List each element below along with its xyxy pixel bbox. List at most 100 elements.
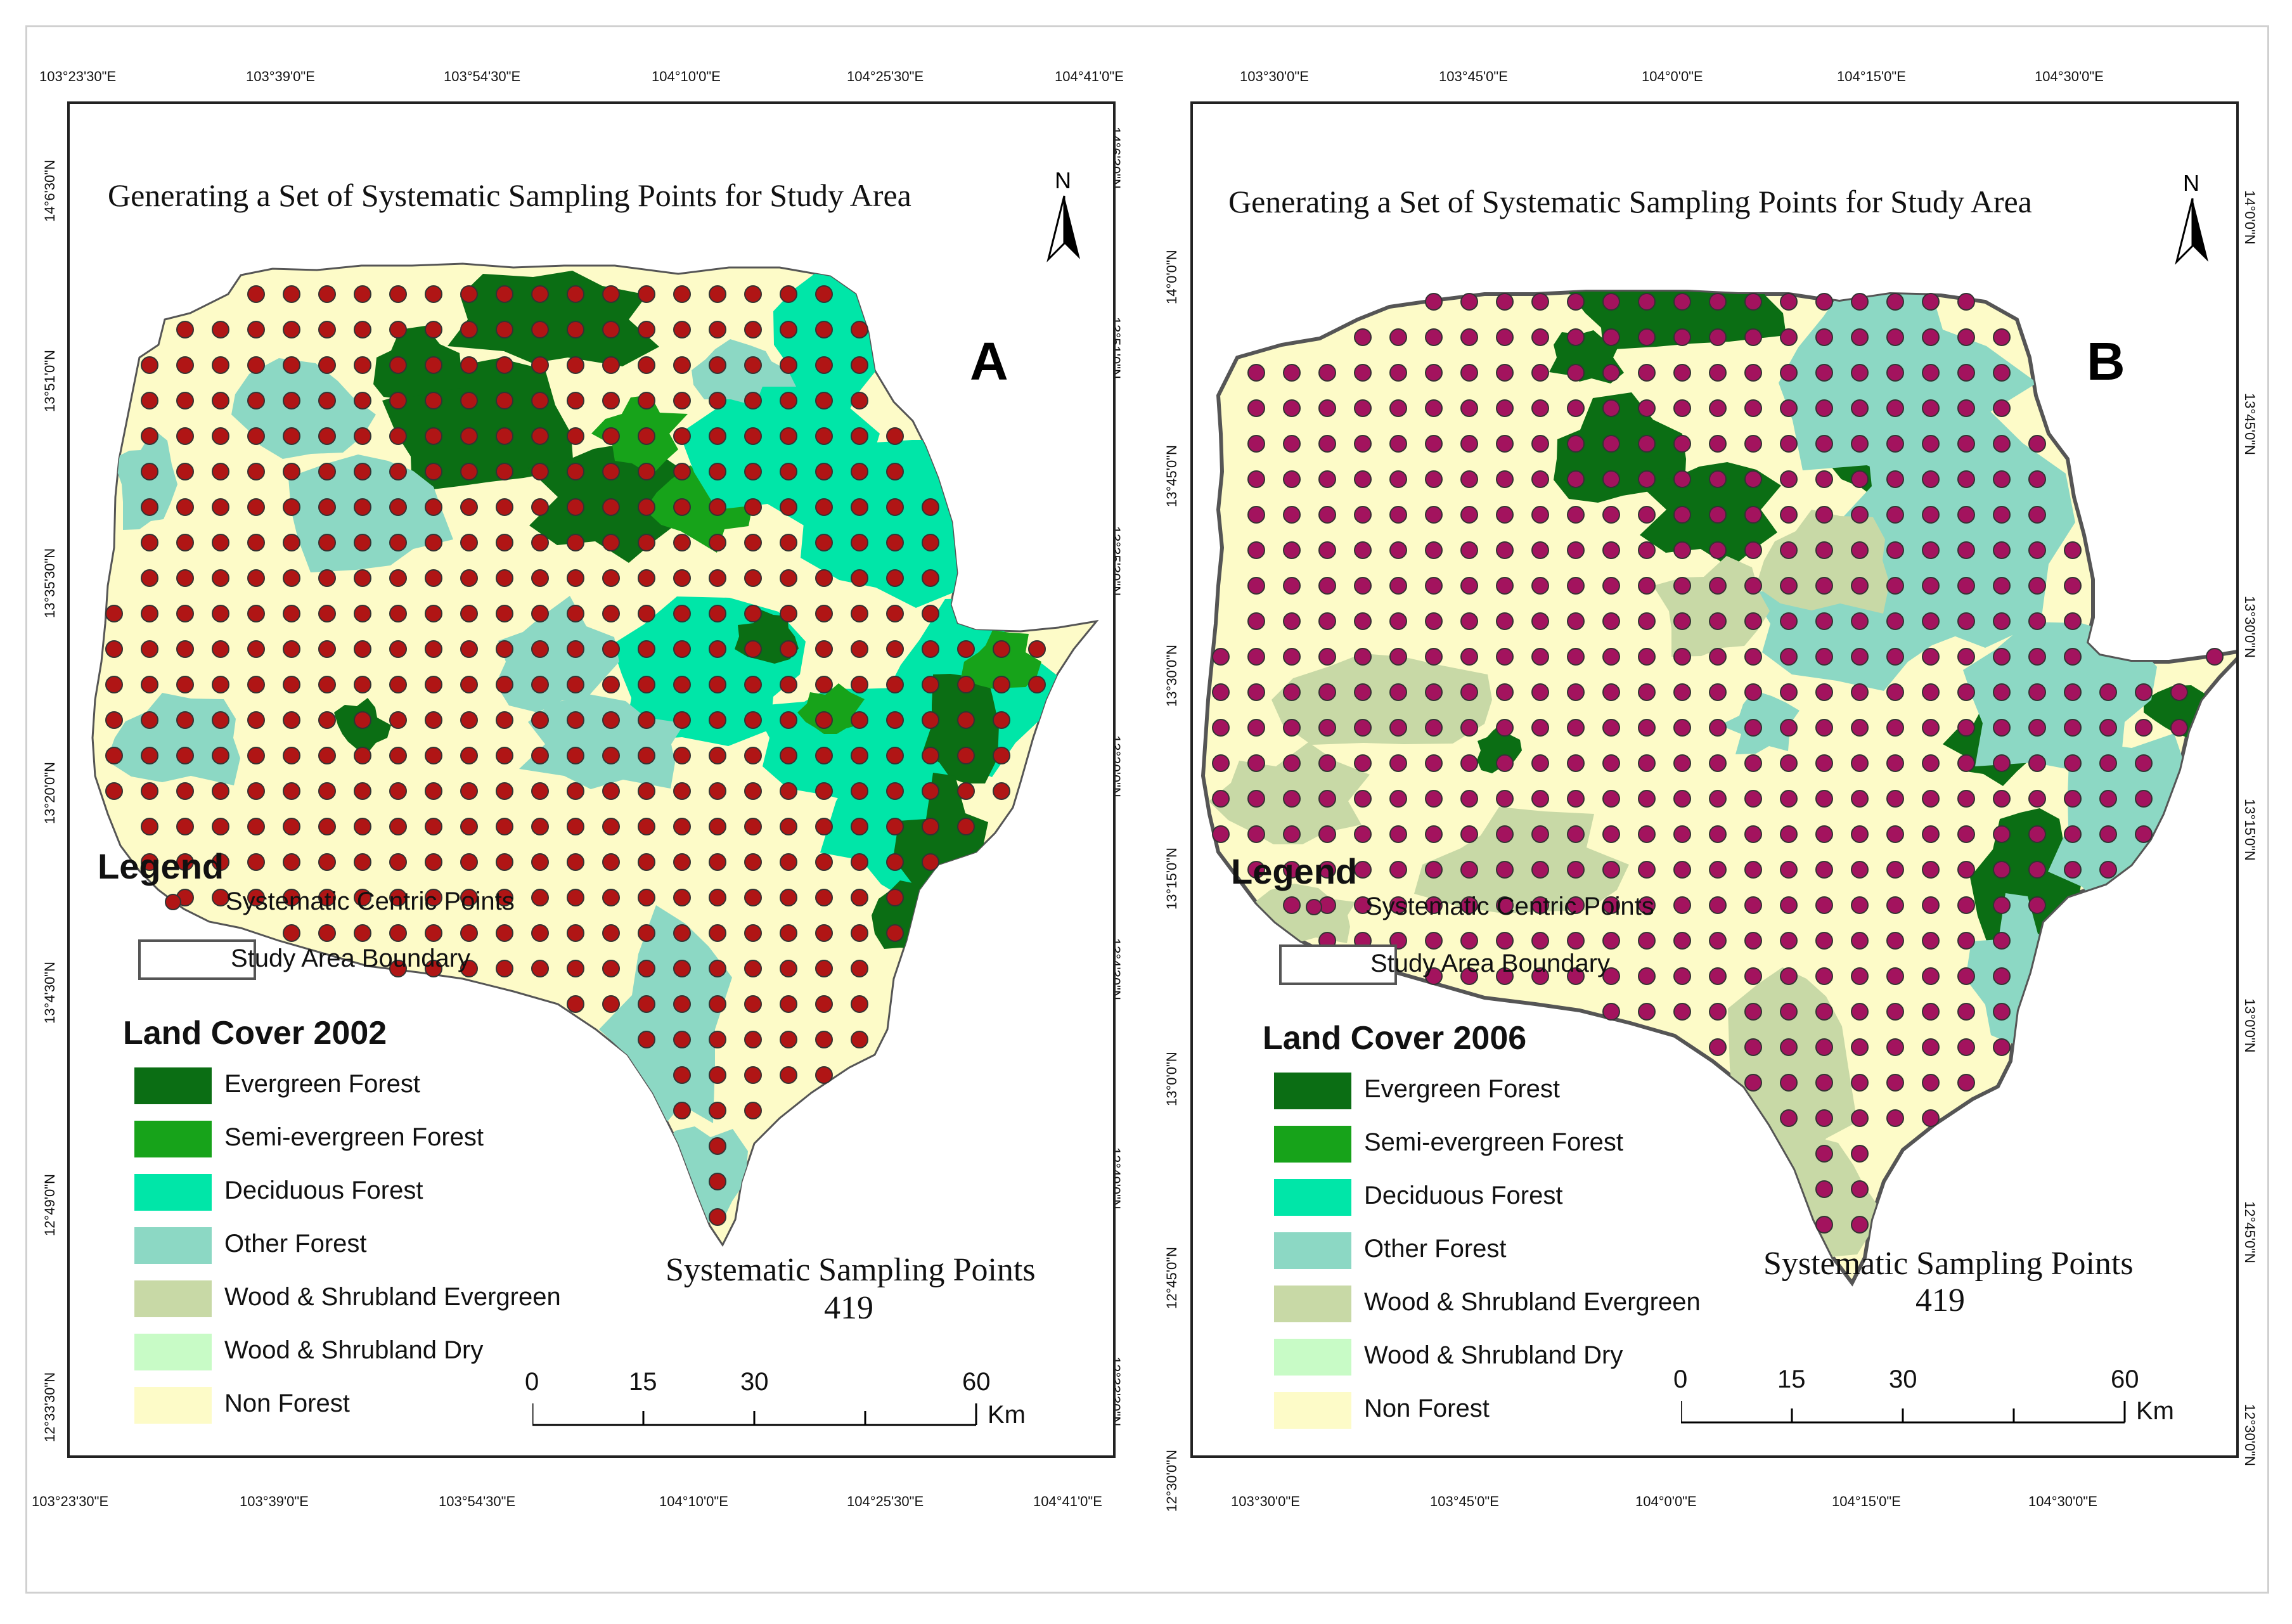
land-cover-patch xyxy=(231,358,376,459)
sampling-point xyxy=(141,747,158,764)
sampling-point xyxy=(283,782,300,800)
sampling-point xyxy=(567,356,584,374)
sampling-point xyxy=(602,356,620,374)
sampling-point xyxy=(2028,541,2046,559)
land-cover-patch xyxy=(801,440,979,608)
top-coord-label: 104°10'0"E xyxy=(652,68,721,84)
sampling-point xyxy=(602,960,620,977)
sampling-point xyxy=(851,782,868,800)
sampling-point xyxy=(1815,399,1833,417)
sampling-point xyxy=(815,1031,833,1048)
land-cover-patch xyxy=(692,339,796,406)
sampling-point xyxy=(1602,648,1620,666)
sampling-point xyxy=(1425,648,1443,666)
sampling-point xyxy=(780,1031,797,1048)
sampling-point xyxy=(744,782,762,800)
sampling-point xyxy=(1780,932,1798,950)
sampling-point xyxy=(176,640,194,658)
sampling-point xyxy=(496,569,513,587)
sampling-point xyxy=(212,818,229,835)
sampling-point xyxy=(460,427,478,445)
sampling-point xyxy=(1957,541,1975,559)
sampling-point xyxy=(1247,683,1265,701)
sampling-point xyxy=(567,321,584,338)
sampling-point xyxy=(1567,612,1585,630)
sampling-point xyxy=(1425,932,1443,950)
legend-class-label: Evergreen Forest xyxy=(1364,1075,1561,1103)
sampling-point xyxy=(1957,719,1975,737)
sampling-point xyxy=(1354,896,1372,914)
sampling-point xyxy=(744,321,762,338)
sampling-point xyxy=(567,889,584,906)
sampling-point xyxy=(638,676,655,693)
sampling-point xyxy=(709,1066,726,1084)
sampling-point xyxy=(496,498,513,516)
sampling-point xyxy=(1496,506,1514,524)
sampling-point xyxy=(1744,683,1762,701)
sampling-point xyxy=(354,463,371,480)
sampling-point xyxy=(425,427,442,445)
sampling-point xyxy=(496,534,513,551)
sampling-point xyxy=(567,995,584,1013)
sampling-point xyxy=(247,853,265,871)
sampling-point xyxy=(638,889,655,906)
sampling-point xyxy=(105,640,123,658)
left-coord-label: 13°51'0"N xyxy=(42,350,58,412)
sampling-point xyxy=(744,747,762,764)
sampling-point xyxy=(1886,896,1904,914)
sampling-point xyxy=(460,605,478,622)
legend-class-label: Semi-evergreen Forest xyxy=(1364,1128,1624,1156)
sampling-point xyxy=(1780,1038,1798,1056)
sampling-point xyxy=(567,569,584,587)
sampling-point xyxy=(1283,577,1301,595)
sampling-point xyxy=(1815,435,1833,453)
sampling-point xyxy=(851,427,868,445)
sampling-point xyxy=(1957,328,1975,346)
sampling-point xyxy=(389,427,407,445)
sampling-point xyxy=(1567,967,1585,985)
sampling-point xyxy=(389,356,407,374)
sampling-point xyxy=(1993,648,2011,666)
sampling-point xyxy=(2170,683,2188,701)
sampling-point xyxy=(815,889,833,906)
sampling-point xyxy=(922,534,939,551)
sampling-point xyxy=(389,747,407,764)
sampling-point xyxy=(1425,399,1443,417)
swatch-wood-shrubland-dry xyxy=(134,1334,212,1370)
sampling-point xyxy=(105,676,123,693)
sampling-point xyxy=(1957,364,1975,382)
sampling-point xyxy=(389,569,407,587)
sampling-point xyxy=(709,356,726,374)
sampling-point xyxy=(1496,399,1514,417)
sampling-point xyxy=(780,569,797,587)
top-coord-label: 104°25'30"E xyxy=(847,68,924,84)
sampling-point xyxy=(780,853,797,871)
sampling-point xyxy=(1709,1003,1727,1021)
sampling-point xyxy=(460,782,478,800)
sampling-point xyxy=(1673,364,1691,382)
sampling-point xyxy=(1283,364,1301,382)
sampling-point xyxy=(176,569,194,587)
sampling-point xyxy=(1318,506,1336,524)
sampling-point xyxy=(105,605,123,622)
bottom-coord-label: 103°23'30"E xyxy=(32,1493,109,1509)
sampling-point xyxy=(1744,1038,1762,1056)
sampling-point xyxy=(354,782,371,800)
swatch-evergreen-forest xyxy=(134,1067,212,1104)
legend-class-label: Semi-evergreen Forest xyxy=(224,1123,484,1151)
sampling-point xyxy=(1531,719,1549,737)
sampling-point xyxy=(176,498,194,516)
sampling-point xyxy=(1028,676,1046,693)
sampling-point xyxy=(1460,648,1478,666)
sampling-point xyxy=(531,392,549,409)
sampling-point xyxy=(1993,896,2011,914)
sampling-point xyxy=(1815,1003,1833,1021)
sampling-point xyxy=(2028,754,2046,772)
map-title: Generating a Set of Systematic Sampling … xyxy=(1228,184,2032,219)
sampling-point xyxy=(1993,399,2011,417)
sampling-point xyxy=(780,960,797,977)
sampling-point xyxy=(567,960,584,977)
sampling-point xyxy=(851,711,868,729)
sampling-point xyxy=(460,960,478,977)
sampling-point xyxy=(212,782,229,800)
